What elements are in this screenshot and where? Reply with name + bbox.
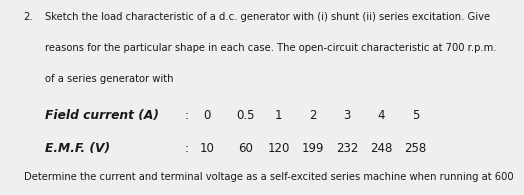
Text: :: :	[184, 142, 189, 155]
Text: :: :	[184, 109, 189, 122]
Text: 10: 10	[200, 142, 214, 155]
Text: reasons for the particular shape in each case. The open-circuit characteristic a: reasons for the particular shape in each…	[45, 43, 496, 53]
Text: 248: 248	[370, 142, 392, 155]
Text: 4: 4	[378, 109, 385, 122]
Text: of a series generator with: of a series generator with	[45, 74, 176, 84]
Text: 5: 5	[412, 109, 419, 122]
Text: E.M.F. (V): E.M.F. (V)	[45, 142, 110, 155]
Text: Determine the current and terminal voltage as a self-excited series machine when: Determine the current and terminal volta…	[24, 172, 513, 182]
Text: 120: 120	[268, 142, 290, 155]
Text: 60: 60	[238, 142, 253, 155]
Text: 0.5: 0.5	[236, 109, 255, 122]
Text: 232: 232	[336, 142, 358, 155]
Text: 2.: 2.	[24, 12, 33, 22]
Text: Field current (A): Field current (A)	[45, 109, 159, 122]
Text: 1: 1	[275, 109, 282, 122]
Text: 3: 3	[343, 109, 351, 122]
Text: 258: 258	[405, 142, 427, 155]
Text: 199: 199	[302, 142, 324, 155]
Text: Sketch the load characteristic of a d.c. generator with (i) shunt (ii) series ex: Sketch the load characteristic of a d.c.…	[45, 12, 489, 22]
Text: 0: 0	[203, 109, 211, 122]
Text: 2: 2	[309, 109, 316, 122]
